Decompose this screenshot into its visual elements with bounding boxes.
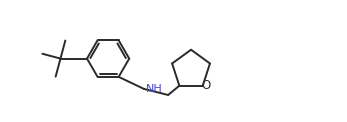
- Text: O: O: [201, 79, 210, 92]
- Text: NH: NH: [146, 84, 162, 94]
